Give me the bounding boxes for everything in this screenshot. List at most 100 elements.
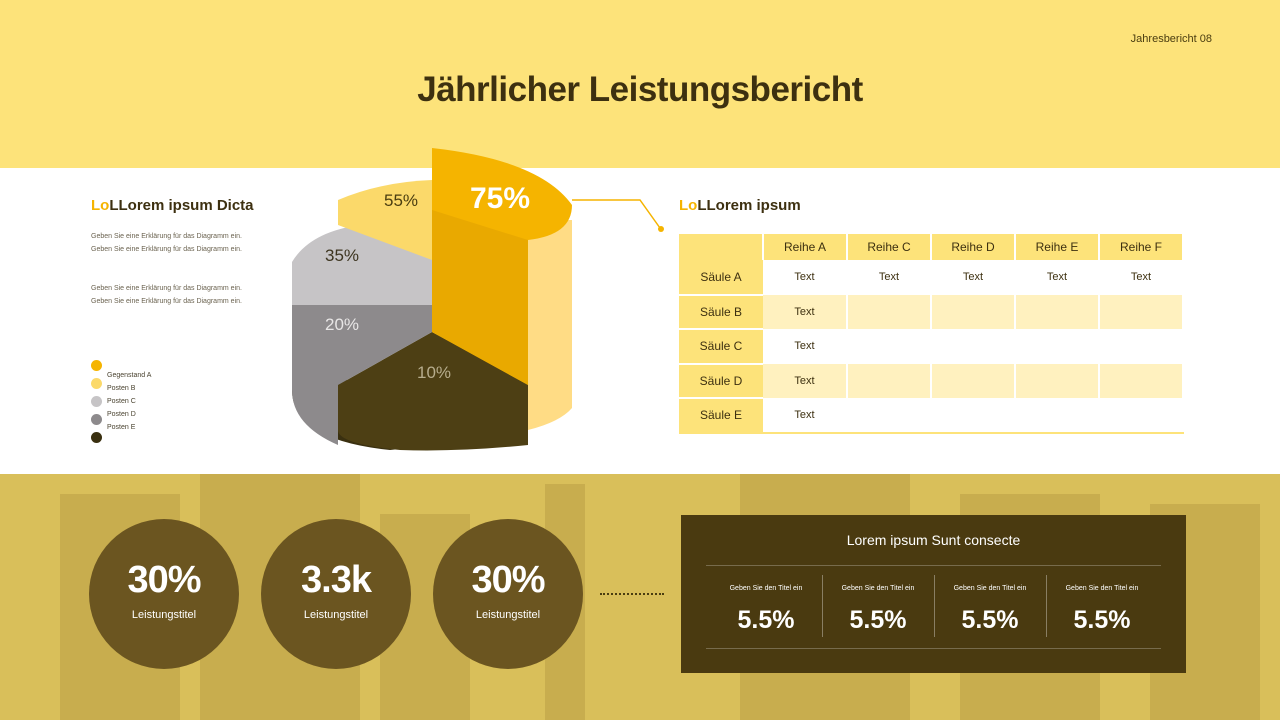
pie-slice-e-face [338, 332, 528, 451]
legend-label-b: Posten B [107, 385, 136, 392]
table-cell [847, 329, 932, 364]
summary-stat-2: Geben Sie den Titel ein 5.5% [822, 575, 934, 635]
table-cell [931, 398, 1016, 434]
summary-stat-1: Geben Sie den Titel ein 5.5% [710, 575, 822, 635]
pie-label-b: 55% [384, 191, 418, 210]
stat-divider [1046, 575, 1047, 637]
stat-label: Geben Sie den Titel ein [1065, 585, 1139, 592]
table-row: Säule E Text [679, 398, 1184, 434]
row-header: Säule B [679, 294, 763, 330]
kpi-label: Leistungstitel [131, 609, 197, 621]
kpi-value: 3.3k [301, 559, 372, 601]
table-cell: Text [763, 363, 848, 398]
stat-value: 5.5% [737, 606, 795, 634]
legend-swatch-c [91, 396, 102, 407]
row-header: Säule D [679, 363, 763, 399]
pie-label-d: 20% [325, 315, 359, 334]
description-line: Geben Sie eine Erklärung für das Diagram… [91, 298, 242, 305]
table-section-title: LoLLorem ipsum [679, 197, 801, 214]
stat-value: 5.5% [849, 606, 907, 634]
page-title: Jährlicher Leistungsbericht [417, 70, 863, 109]
left-title-accent: Lo [91, 197, 110, 214]
table-title-accent: Lo [679, 197, 698, 214]
table-cell [1099, 363, 1184, 398]
header-band [0, 0, 1280, 168]
table-cell [1099, 294, 1184, 329]
left-title-text: LLorem ipsum Dicta [109, 197, 254, 214]
table-row: Säule A Text Text Text Text Text [679, 260, 1184, 296]
description-line: Geben Sie eine Erklärung für das Diagram… [91, 246, 242, 253]
summary-title: Lorem ipsum Sunt consecte [846, 532, 1021, 548]
legend-label-d: Posten D [107, 411, 136, 418]
table-cell [931, 294, 1016, 329]
left-section-title: LoLLorem ipsum Dicta [91, 197, 254, 214]
column-header: Reihe A [763, 234, 848, 260]
table-cell [1099, 398, 1184, 434]
stat-value: 5.5% [1073, 606, 1131, 634]
column-header: Reihe E [1015, 234, 1100, 260]
legend-label-a: Gegenstand A [107, 372, 152, 379]
table-row: Säule D Text [679, 363, 1184, 399]
table-cell [847, 398, 932, 434]
column-header: Reihe C [847, 234, 932, 260]
summary-rule-bottom [706, 648, 1161, 649]
summary-stat-4: Geben Sie den Titel ein 5.5% [1046, 575, 1158, 635]
table-header-row: Reihe A Reihe C Reihe D Reihe E Reihe F [679, 234, 1184, 260]
table-cell: Text [1099, 260, 1184, 295]
dotted-separator [600, 593, 664, 595]
column-header: Reihe D [931, 234, 1016, 260]
kpi-value: 30% [471, 559, 545, 601]
description-line: Geben Sie eine Erklärung für das Diagram… [91, 233, 242, 240]
table-cell: Text [931, 260, 1016, 295]
table-cell [931, 329, 1016, 364]
row-header: Säule E [679, 398, 763, 434]
pie-slice-b [338, 180, 432, 260]
stat-value: 5.5% [961, 606, 1019, 634]
pie-label-c: 35% [325, 246, 359, 265]
row-header: Säule A [679, 260, 763, 296]
legend-label-c: Posten C [107, 398, 136, 405]
pie-slice-a-side [528, 220, 572, 430]
legend-label-e: Posten E [107, 424, 136, 431]
table-corner [679, 234, 764, 260]
legend-swatch-b [91, 378, 102, 389]
kpi-circle-2: 3.3k Leistungstitel [261, 519, 411, 669]
table-cell [847, 363, 932, 398]
column-header: Reihe F [1099, 234, 1184, 260]
table-cell [1099, 329, 1184, 364]
kpi-circle-3: 30% Leistungstitel [433, 519, 583, 669]
table-cell [1015, 363, 1100, 398]
table-cell: Text [763, 260, 848, 295]
table-cell [1015, 294, 1100, 329]
summary-rule-top [706, 565, 1161, 566]
table-row: Säule B Text [679, 294, 1184, 330]
stat-label: Geben Sie den Titel ein [953, 585, 1027, 592]
pie-slice-d [292, 305, 432, 445]
table-cell [1015, 329, 1100, 364]
legend-swatch-a [91, 360, 102, 371]
row-header: Säule C [679, 329, 763, 365]
kpi-value: 30% [127, 559, 201, 601]
table-cell [931, 363, 1016, 398]
legend-swatch-e [91, 432, 102, 443]
table-cell [847, 294, 932, 329]
table-title-text: LLorem ipsum [697, 197, 801, 214]
kpi-label: Leistungstitel [303, 609, 369, 621]
stat-divider [934, 575, 935, 637]
description-block-1: Geben Sie eine Erklärung für das Diagram… [91, 230, 281, 256]
stat-label: Geben Sie den Titel ein [729, 585, 803, 592]
kpi-label: Leistungstitel [475, 609, 541, 621]
table-cell: Text [763, 398, 848, 434]
description-line: Geben Sie eine Erklärung für das Diagram… [91, 285, 242, 292]
page-tag: Jahresbericht 08 [1130, 33, 1212, 45]
stat-label: Geben Sie den Titel ein [841, 585, 915, 592]
table-cell: Text [847, 260, 932, 295]
pie-chart: 75% 55% 35% 20% 10% [292, 148, 572, 451]
table-cell: Text [763, 329, 848, 364]
description-block-2: Geben Sie eine Erklärung für das Diagram… [91, 282, 281, 308]
pie-label-e: 10% [417, 363, 451, 382]
legend-swatch-d [91, 414, 102, 425]
stat-divider [822, 575, 823, 637]
pie-label-a: 75% [470, 182, 530, 215]
summary-box: Lorem ipsum Sunt consecte Geben Sie den … [681, 515, 1186, 673]
